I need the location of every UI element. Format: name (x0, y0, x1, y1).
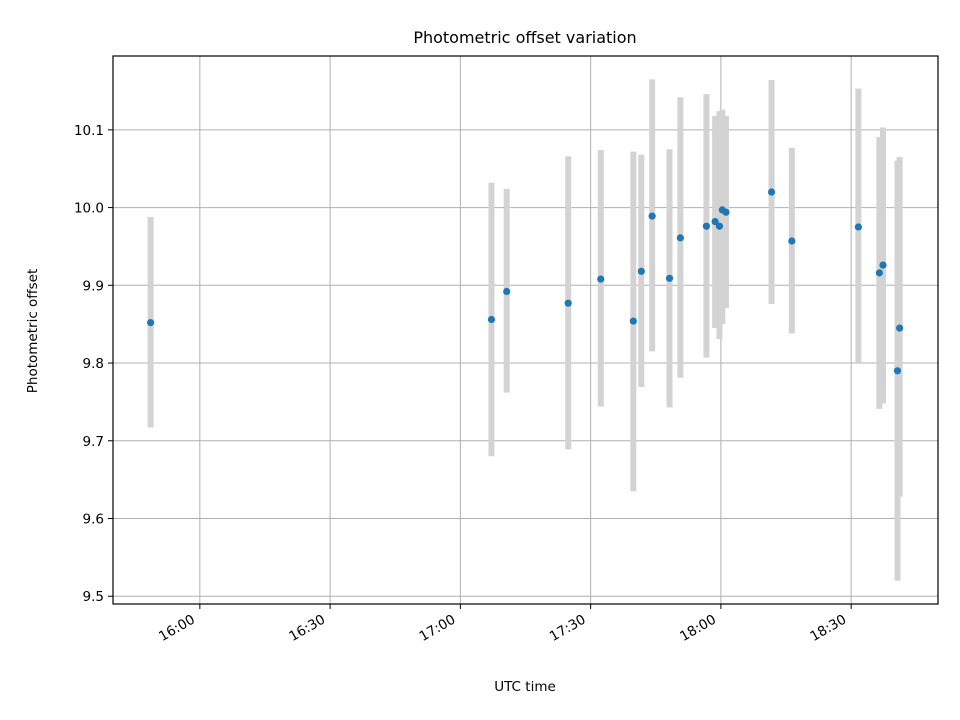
data-point (893, 367, 902, 375)
data-point (487, 315, 496, 324)
plot-frame (112, 55, 939, 605)
x-tick-label: 16:30 (286, 612, 328, 645)
y-tick-label: 9.5 (83, 589, 104, 605)
data-point (702, 222, 711, 230)
data-point (637, 267, 645, 275)
data-point (715, 222, 724, 230)
y-axis-label: Photometric offset (25, 269, 41, 393)
data-point (665, 274, 674, 282)
grid (113, 56, 938, 604)
error-bars (147, 79, 903, 581)
data-points (147, 188, 904, 375)
data-point (597, 275, 605, 283)
y-axis-ticks: 9.5 9.6 9.7 9.8 9.9 10.0 10.1 (74, 123, 113, 605)
data-point (564, 299, 572, 307)
x-tick-label: 17:00 (417, 612, 459, 645)
data-point (722, 208, 730, 216)
data-point (711, 217, 719, 226)
data-point (503, 287, 511, 296)
x-tick-label: 18:00 (677, 612, 719, 645)
x-tick-label: 16:00 (156, 612, 198, 645)
data-point (854, 223, 862, 231)
data-point (896, 324, 904, 332)
y-tick-label: 10.0 (74, 201, 104, 217)
x-tick-label: 17:30 (547, 612, 589, 645)
data-point (879, 261, 887, 269)
y-tick-label: 10.1 (74, 123, 104, 139)
data-point (648, 212, 656, 220)
data-point (676, 234, 684, 242)
x-axis-label: UTC time (494, 679, 556, 695)
data-point (875, 269, 883, 277)
y-tick-label: 9.6 (83, 511, 104, 527)
x-tick-label: 18:30 (807, 612, 849, 645)
chart-title: Photometric offset variation (413, 28, 636, 47)
data-point (629, 317, 637, 325)
y-tick-label: 9.7 (83, 434, 104, 450)
y-tick-label: 9.8 (83, 356, 104, 372)
y-tick-label: 9.9 (83, 278, 104, 294)
data-point (147, 319, 155, 327)
x-axis-ticks: 16:00 16:30 17:00 17:30 18:00 18:30 (156, 604, 852, 645)
data-point (767, 188, 776, 196)
data-point (788, 237, 796, 245)
